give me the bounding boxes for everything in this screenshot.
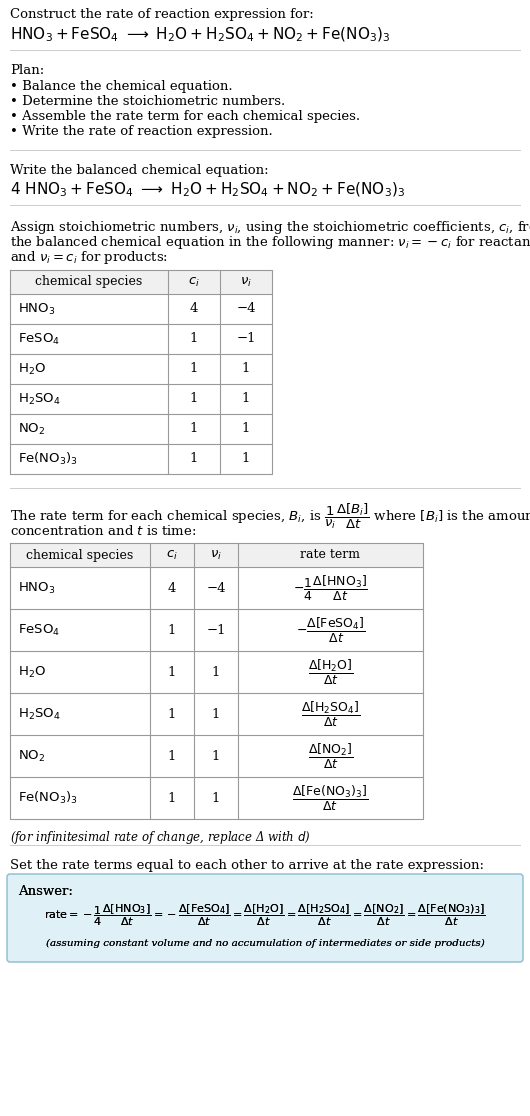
Text: $\dfrac{\Delta[\mathrm{Fe(NO_3)_3}]}{\Delta t}$: $\dfrac{\Delta[\mathrm{Fe(NO_3)_3}]}{\De… (293, 783, 368, 812)
Text: (for infinitesimal rate of change, replace Δ with $d$): (for infinitesimal rate of change, repla… (10, 829, 311, 846)
Text: 1: 1 (168, 665, 176, 679)
Text: and $\nu_i = c_i$ for products:: and $\nu_i = c_i$ for products: (10, 249, 168, 266)
Text: $\nu_i$: $\nu_i$ (240, 276, 252, 289)
Text: • Write the rate of reaction expression.: • Write the rate of reaction expression. (10, 125, 273, 138)
Text: 1: 1 (212, 665, 220, 679)
Text: $\mathrm{4 \ HNO_3 + FeSO_4 \ \longrightarrow \ H_2O + H_2SO_4 + NO_2 + Fe(NO_3): $\mathrm{4 \ HNO_3 + FeSO_4 \ \longright… (10, 181, 405, 200)
Text: (assuming constant volume and no accumulation of intermediates or side products): (assuming constant volume and no accumul… (46, 939, 484, 949)
FancyBboxPatch shape (10, 270, 272, 294)
Text: $\mathrm{H_2SO_4}$: $\mathrm{H_2SO_4}$ (18, 706, 60, 722)
Text: $\mathrm{Fe(NO_3)_3}$: $\mathrm{Fe(NO_3)_3}$ (18, 451, 78, 468)
Text: $\nu_i$: $\nu_i$ (210, 548, 222, 561)
Text: −1: −1 (236, 333, 256, 346)
Text: the balanced chemical equation in the following manner: $\nu_i = -c_i$ for react: the balanced chemical equation in the fo… (10, 234, 530, 251)
Text: 1: 1 (190, 363, 198, 375)
Text: $c_i$: $c_i$ (188, 276, 200, 289)
Text: $\mathrm{H_2SO_4}$: $\mathrm{H_2SO_4}$ (18, 392, 60, 406)
Text: • Determine the stoichiometric numbers.: • Determine the stoichiometric numbers. (10, 95, 285, 108)
Text: Assign stoichiometric numbers, $\nu_i$, using the stoichiometric coefficients, $: Assign stoichiometric numbers, $\nu_i$, … (10, 219, 530, 235)
Text: $\mathrm{NO_2}$: $\mathrm{NO_2}$ (18, 422, 46, 436)
Text: $-\dfrac{1}{4}\dfrac{\Delta[\mathrm{HNO_3}]}{\Delta t}$: $-\dfrac{1}{4}\dfrac{\Delta[\mathrm{HNO_… (293, 574, 368, 603)
Text: $\mathrm{NO_2}$: $\mathrm{NO_2}$ (18, 749, 46, 763)
Text: $\mathrm{FeSO_4}$: $\mathrm{FeSO_4}$ (18, 331, 60, 347)
Text: 1: 1 (190, 333, 198, 346)
Text: • Assemble the rate term for each chemical species.: • Assemble the rate term for each chemic… (10, 110, 360, 123)
Text: chemical species: chemical species (36, 276, 143, 289)
Text: $\mathrm{Fe(NO_3)_3}$: $\mathrm{Fe(NO_3)_3}$ (18, 790, 78, 806)
Text: 1: 1 (190, 393, 198, 405)
Text: $\mathrm{HNO_3 + FeSO_4 \ \longrightarrow \ H_2O + H_2SO_4 + NO_2 + Fe(NO_3)_3}$: $\mathrm{HNO_3 + FeSO_4 \ \longrightarro… (10, 26, 391, 45)
Text: 1: 1 (168, 708, 176, 721)
Text: Answer:: Answer: (18, 885, 73, 898)
Text: concentration and $t$ is time:: concentration and $t$ is time: (10, 525, 197, 538)
Text: 1: 1 (212, 791, 220, 805)
Text: $\dfrac{\Delta[\mathrm{H_2O}]}{\Delta t}$: $\dfrac{\Delta[\mathrm{H_2O}]}{\Delta t}… (308, 657, 354, 686)
Text: $\mathrm{rate} = -\dfrac{1}{4}\dfrac{\Delta[\mathrm{HNO_3}]}{\Delta t} = -\dfrac: $\mathrm{rate} = -\dfrac{1}{4}\dfrac{\De… (44, 903, 486, 929)
Text: 1: 1 (212, 750, 220, 762)
Text: −1: −1 (206, 624, 226, 636)
Text: chemical species: chemical species (26, 548, 134, 561)
FancyBboxPatch shape (10, 543, 423, 567)
Text: $\mathrm{FeSO_4}$: $\mathrm{FeSO_4}$ (18, 623, 60, 637)
Text: −4: −4 (206, 581, 226, 595)
Text: $\mathrm{rate} = -\dfrac{1}{4}\dfrac{\Delta[\mathrm{HNO_3}]}{\Delta t} = -\dfrac: $\mathrm{rate} = -\dfrac{1}{4}\dfrac{\De… (44, 903, 486, 929)
Text: Construct the rate of reaction expression for:: Construct the rate of reaction expressio… (10, 8, 314, 21)
FancyBboxPatch shape (7, 874, 523, 962)
Text: The rate term for each chemical species, $B_i$, is $\dfrac{1}{\nu_i}\dfrac{\Delt: The rate term for each chemical species,… (10, 502, 530, 531)
Text: $\mathrm{H_2O}$: $\mathrm{H_2O}$ (18, 362, 46, 376)
Text: Set the rate terms equal to each other to arrive at the rate expression:: Set the rate terms equal to each other t… (10, 859, 484, 872)
Text: 1: 1 (242, 363, 250, 375)
Text: −4: −4 (236, 302, 256, 316)
Text: $\dfrac{\Delta[\mathrm{NO_2}]}{\Delta t}$: $\dfrac{\Delta[\mathrm{NO_2}]}{\Delta t}… (308, 741, 354, 770)
Text: Write the balanced chemical equation:: Write the balanced chemical equation: (10, 164, 269, 177)
Text: 1: 1 (242, 452, 250, 465)
Text: $\dfrac{\Delta[\mathrm{H_2SO_4}]}{\Delta t}$: $\dfrac{\Delta[\mathrm{H_2SO_4}]}{\Delta… (301, 700, 360, 729)
Text: 4: 4 (190, 302, 198, 316)
Text: 1: 1 (168, 750, 176, 762)
Text: 1: 1 (190, 423, 198, 435)
Text: $\mathrm{HNO_3}$: $\mathrm{HNO_3}$ (18, 580, 56, 596)
Text: 1: 1 (212, 708, 220, 721)
Text: Answer:: Answer: (18, 885, 73, 898)
Text: 4: 4 (168, 581, 176, 595)
Text: 1: 1 (242, 423, 250, 435)
Text: 1: 1 (168, 791, 176, 805)
Text: • Balance the chemical equation.: • Balance the chemical equation. (10, 80, 233, 93)
Text: 1: 1 (168, 624, 176, 636)
Text: Plan:: Plan: (10, 64, 44, 77)
Text: rate term: rate term (301, 548, 360, 561)
Text: $-\dfrac{\Delta[\mathrm{FeSO_4}]}{\Delta t}$: $-\dfrac{\Delta[\mathrm{FeSO_4}]}{\Delta… (296, 616, 365, 645)
Text: 1: 1 (190, 452, 198, 465)
Text: $\mathrm{HNO_3}$: $\mathrm{HNO_3}$ (18, 301, 56, 317)
Text: (assuming constant volume and no accumulation of intermediates or side products): (assuming constant volume and no accumul… (46, 939, 484, 949)
Text: $\mathrm{H_2O}$: $\mathrm{H_2O}$ (18, 664, 46, 680)
Text: 1: 1 (242, 393, 250, 405)
Text: $c_i$: $c_i$ (166, 548, 178, 561)
